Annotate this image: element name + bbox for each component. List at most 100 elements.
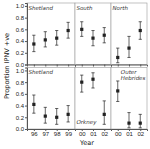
error-bar-cap (116, 80, 119, 81)
error-bar (32, 35, 35, 51)
y-tick-mark (25, 82, 27, 83)
y-tick-mark (25, 18, 27, 19)
error-bar (32, 95, 35, 113)
error-bar-cap (127, 127, 130, 128)
error-bar-cap (44, 123, 47, 124)
error-bar-cap (55, 45, 58, 46)
x-tick (129, 65, 130, 67)
error-bar-cap (103, 42, 106, 43)
error-bar (67, 22, 70, 38)
y-tick-label: 0.8 (16, 15, 25, 21)
error-bar-cap (80, 92, 83, 93)
panel-label: OuterHebrides (121, 69, 146, 81)
error-bar (116, 48, 119, 63)
error-bar-cap (80, 36, 83, 37)
point (127, 47, 130, 50)
y-axis-title: Proportion IPNV +ve (3, 33, 11, 99)
point (116, 89, 119, 92)
y-tick-label: 0.6 (16, 27, 25, 33)
x-tick-label: 02 (101, 131, 108, 137)
x-tick (82, 65, 83, 67)
plot-frame (111, 3, 147, 65)
error-bar-cap (55, 124, 58, 125)
point (139, 29, 142, 32)
error-bar-cap (44, 31, 47, 32)
point (32, 103, 35, 106)
panel: 969798990.00.20.40.60.81.0Shetland (16, 68, 76, 138)
error-bar (55, 109, 58, 125)
y-tick-mark (25, 117, 27, 118)
x-tick (140, 65, 141, 67)
y-tick-mark (25, 6, 27, 7)
plot-frame (111, 68, 147, 130)
error-bar (44, 32, 47, 47)
x-tick: 00 (115, 129, 122, 137)
x-axis-line (76, 65, 112, 67)
y-tick-mark (25, 29, 27, 30)
error-bar-cap (67, 105, 70, 106)
y-tick-label: 0.8 (16, 80, 25, 86)
error-bar (103, 101, 106, 124)
error-bar (91, 31, 94, 46)
point (91, 37, 94, 40)
point (103, 113, 106, 116)
error-bar-cap (44, 107, 47, 108)
error-bar-cap (67, 38, 70, 39)
x-tick-label: 99 (65, 131, 72, 137)
y-axis-line (25, 4, 28, 66)
error-bar (80, 75, 83, 92)
y-tick-label: 0.2 (16, 115, 25, 121)
x-tick-label: 98 (54, 131, 61, 137)
error-bar-cap (91, 30, 94, 31)
error-bar-line (117, 48, 118, 63)
y-tick: 0.6 (16, 27, 27, 33)
marks (80, 73, 106, 125)
y-axis: 0.00.20.40.60.81.0 (16, 3, 28, 68)
x-tick-mark (129, 65, 130, 67)
error-bar-cap (103, 100, 106, 101)
x-tick (45, 65, 46, 67)
y-tick-mark (25, 94, 27, 95)
y-tick-label: 0.4 (16, 103, 25, 109)
x-tick: 97 (42, 129, 49, 137)
plot-frame (27, 68, 75, 130)
point (91, 78, 94, 81)
panel: 000102OuterHebrides (111, 68, 148, 138)
error-bar-cap (139, 114, 142, 115)
marks (116, 22, 142, 63)
error-bar-cap (127, 57, 130, 58)
point (55, 37, 58, 40)
y-axis-line (25, 68, 28, 130)
error-bar (139, 22, 142, 40)
error-bar-cap (80, 21, 83, 22)
panel-label: South (77, 5, 93, 11)
error-bar-cap (55, 30, 58, 31)
x-tick: 00 (79, 129, 86, 137)
x-axis (76, 65, 112, 67)
error-bar (139, 114, 142, 127)
y-tick-label: 0.4 (16, 38, 25, 44)
error-bar-cap (127, 112, 130, 113)
chart-root: 0.00.20.40.60.81.0ShetlandProportion IPN… (0, 0, 150, 149)
y-tick: 0.4 (16, 103, 27, 109)
error-bar-line (140, 114, 141, 127)
y-tick-mark (25, 129, 27, 130)
x-tick: 01 (126, 129, 133, 137)
error-bar (127, 36, 130, 57)
error-bar (127, 113, 130, 128)
error-bar (44, 107, 47, 123)
marks (80, 22, 106, 46)
plot-frame (27, 3, 75, 65)
error-bar-cap (139, 21, 142, 22)
x-tick-mark (140, 65, 141, 67)
point (44, 115, 47, 118)
y-tick-mark (25, 70, 27, 71)
x-tick-mark (45, 65, 46, 67)
y-tick: 0.2 (16, 115, 27, 121)
error-bar-cap (116, 48, 119, 49)
y-tick: 0.8 (16, 15, 27, 21)
error-bar-cap (139, 127, 142, 128)
point (67, 113, 70, 116)
error-bar-cap (91, 72, 94, 73)
panel-label: Shetland (29, 69, 54, 75)
